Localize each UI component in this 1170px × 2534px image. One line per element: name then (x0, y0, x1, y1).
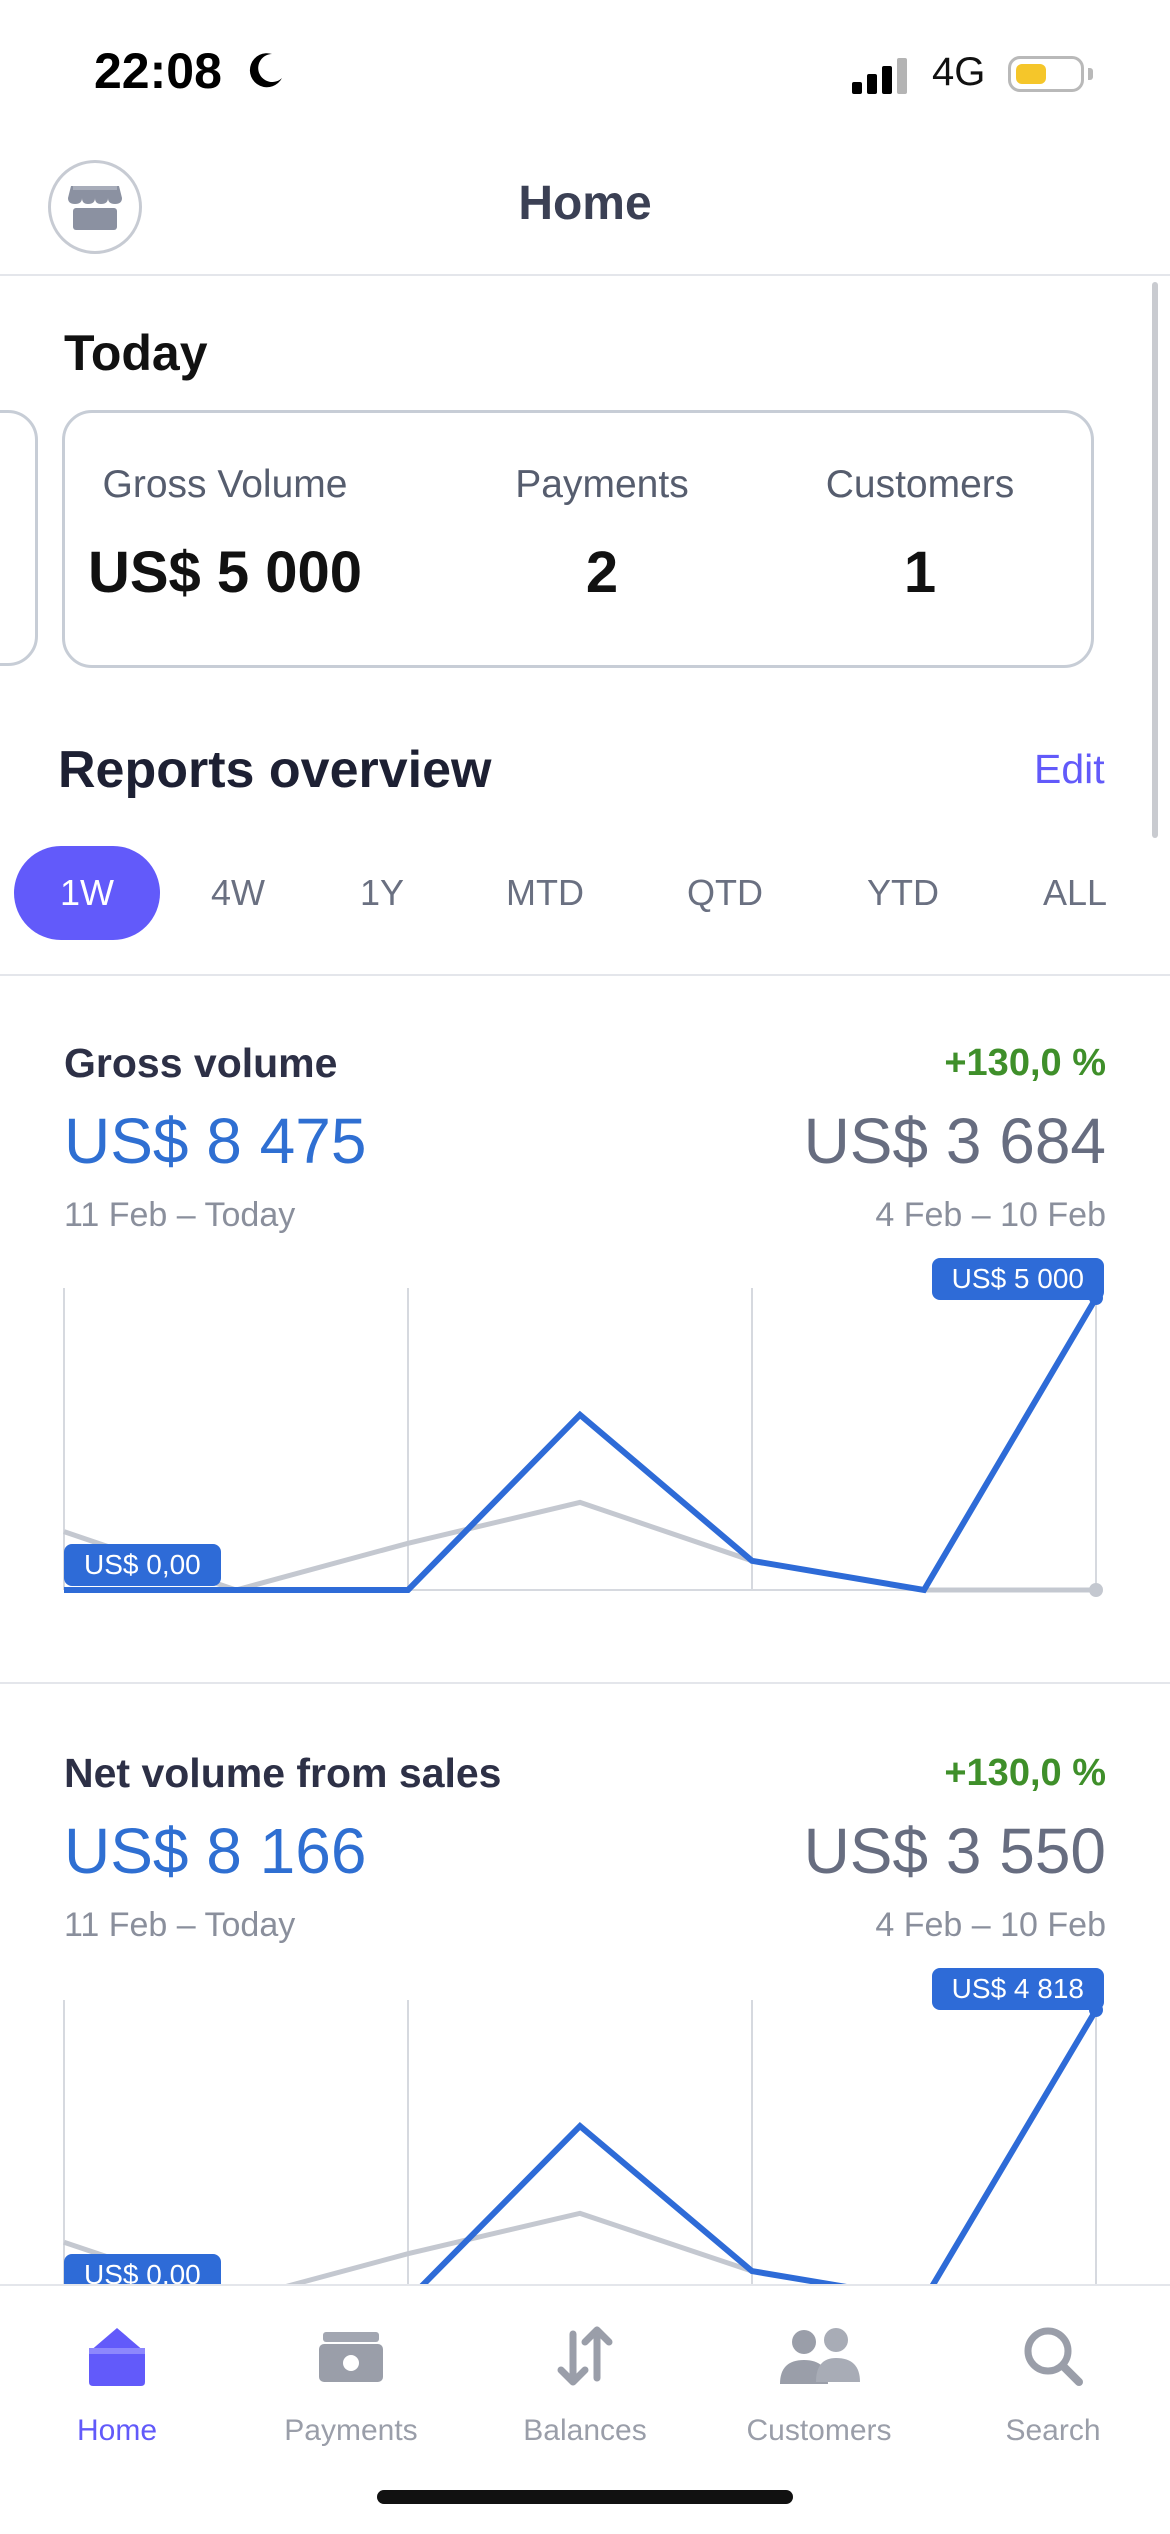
payments-icon (319, 2332, 383, 2382)
tab-1y[interactable]: 1Y (359, 872, 405, 913)
tab-all[interactable]: ALL (1042, 872, 1108, 913)
end-value-label: US$ 5 000 (931, 1258, 1104, 1300)
tab-ytd[interactable]: YTD (867, 872, 939, 913)
net-volume-current: US$ 8 166 (64, 1815, 367, 1887)
tabbar-balances[interactable]: Balances (468, 2316, 702, 2448)
net-volume-previous-range: 4 Feb – 10 Feb (875, 1906, 1106, 1944)
battery-nub (1088, 68, 1093, 80)
metric-label: Customers (825, 463, 1015, 506)
period-tabs: 1W 4W 1Y MTD QTD YTD ALL (0, 846, 1170, 942)
moon-icon (249, 53, 282, 88)
tabbar-label: Customers (746, 2414, 892, 2447)
net-volume-title: Net volume from sales (64, 1750, 502, 1796)
today-title: Today (64, 325, 208, 381)
gross-volume-current-range: 11 Feb – Today (64, 1196, 296, 1234)
today-card[interactable]: Gross Volume US$ 5 000 Payments 2 Custom… (62, 410, 1094, 668)
tabbar-payments[interactable]: Payments (234, 2316, 468, 2448)
current-period-line (419, 2008, 1099, 2284)
battery-icon (1008, 56, 1084, 92)
previous-period-line (63, 2210, 844, 2284)
metric-label: Payments (515, 463, 689, 506)
tabbar-label: Balances (523, 2414, 647, 2447)
signal-icon (852, 58, 907, 94)
metric-gross-volume: Gross Volume US$ 5 000 (83, 463, 367, 606)
section-divider (0, 1682, 1170, 1684)
current-period-line (64, 1296, 1099, 1594)
customers-icon (780, 2328, 860, 2384)
metric-value: 2 (585, 540, 619, 605)
previous-card[interactable] (0, 410, 38, 666)
store-icon (68, 186, 122, 230)
metric-label: Gross Volume (102, 463, 348, 506)
net-volume-change: +130,0 % (944, 1752, 1106, 1794)
home-icon (89, 2328, 145, 2386)
tabs-divider (0, 974, 1170, 976)
tabbar-search[interactable]: Search (936, 2316, 1170, 2448)
reports-title: Reports overview (58, 741, 492, 799)
balances-icon (557, 2326, 613, 2386)
store-button[interactable] (48, 160, 142, 254)
start-value-label: US$ 0,00 (64, 1544, 221, 1586)
gross-volume-chart[interactable]: US$ 0,00 US$ 5 000 (0, 1258, 1170, 1598)
net-volume-previous: US$ 3 550 (803, 1815, 1106, 1887)
tab-1w[interactable]: 1W (14, 846, 160, 940)
gross-volume-change: +130,0 % (944, 1042, 1106, 1084)
tab-4w[interactable]: 4W (211, 872, 265, 913)
tab-mtd[interactable]: MTD (506, 872, 584, 913)
metric-value: 1 (903, 540, 937, 605)
gross-volume-previous: US$ 3 684 (803, 1105, 1106, 1177)
page-title: Home (518, 177, 652, 230)
home-indicator[interactable] (377, 2490, 793, 2504)
tab-qtd[interactable]: QTD (687, 872, 763, 913)
tabbar-label: Search (1005, 2414, 1101, 2447)
network-label: 4G (932, 50, 986, 94)
search-icon (1024, 2327, 1083, 2386)
nav-divider (0, 274, 1170, 276)
gross-volume-current: US$ 8 475 (64, 1105, 367, 1177)
metric-customers: Customers 1 (785, 463, 1055, 606)
start-value-label: US$ 0,00 (64, 2254, 221, 2284)
gross-volume-title: Gross volume (64, 1040, 338, 1086)
net-volume-current-range: 11 Feb – Today (64, 1906, 296, 1944)
tabbar-label: Payments (284, 2414, 418, 2447)
scrollbar[interactable] (1152, 282, 1158, 838)
end-value-label: US$ 4 818 (931, 1968, 1104, 2010)
metric-value: US$ 5 000 (87, 540, 363, 605)
tabbar-label: Home (76, 2414, 158, 2447)
tabbar-customers[interactable]: Customers (702, 2316, 936, 2448)
status-time: 22:08 (94, 43, 222, 99)
tabbar-home[interactable]: Home (0, 2316, 234, 2448)
edit-link[interactable]: Edit (1034, 746, 1105, 792)
net-volume-chart[interactable]: US$ 0,00 US$ 4 818 (0, 1968, 1170, 2284)
metric-payments: Payments 2 (467, 463, 737, 606)
gross-volume-previous-range: 4 Feb – 10 Feb (875, 1196, 1106, 1234)
previous-end-point (1089, 1583, 1103, 1597)
